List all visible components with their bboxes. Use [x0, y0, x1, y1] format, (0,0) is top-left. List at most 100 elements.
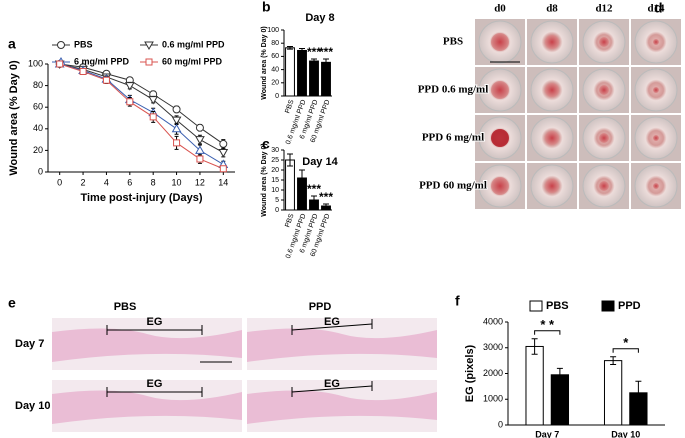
chart-title: Day 14	[302, 156, 338, 168]
panel-label: b	[262, 0, 271, 15]
y-axis-label: EG (pixels)	[464, 344, 476, 402]
error-bar	[635, 380, 642, 405]
marker	[171, 123, 182, 133]
marker	[124, 82, 135, 91]
y-tick-label: 2000	[483, 368, 503, 378]
series-line	[59, 63, 224, 165]
y-tick-label: 20	[271, 80, 279, 87]
y-tick-label: 40	[271, 66, 279, 73]
y-tick-label: 100	[267, 27, 279, 34]
wound	[545, 131, 559, 145]
eg-label: EG	[147, 316, 163, 328]
x-tick-label: PBS	[284, 99, 295, 115]
eg-label: EG	[147, 378, 163, 390]
error-bar	[299, 47, 305, 53]
wound	[545, 179, 559, 193]
chart: f EG (pixels) 0 1000 2000 3000 4000 Day 7 * * Day…	[455, 293, 665, 438]
bar	[603, 360, 623, 426]
marker	[219, 165, 227, 173]
marker	[79, 68, 87, 76]
y-tick-label: 40	[33, 123, 43, 133]
chart: a Wound area (% Day 0) 0 20 40 60 80 100 0 2 4 6 8 10…	[8, 36, 235, 204]
error-bar	[311, 195, 317, 205]
eg-bracket	[291, 385, 373, 393]
wound	[599, 85, 609, 95]
error-bar	[323, 58, 329, 67]
x-tick-label: 4	[104, 177, 109, 187]
row-label: PPD 6 mg/ml	[422, 132, 484, 144]
y-tick-label: 4000	[483, 316, 503, 326]
wound	[653, 87, 659, 93]
marker	[149, 113, 157, 121]
marker	[196, 155, 204, 163]
histology-panel: e PBS PPD Day 7 EG EG Day 10 EG EG	[8, 295, 437, 432]
x-tick-label: Day 10	[611, 429, 640, 438]
y-tick-label: 30	[271, 147, 279, 154]
row-label: Day 10	[15, 400, 50, 412]
series-line	[59, 63, 224, 170]
significance: ***	[307, 45, 321, 59]
y-tick-label: 20	[33, 145, 43, 155]
significance: ***	[319, 45, 333, 59]
y-tick-label: 0	[498, 419, 503, 429]
error-bar	[610, 356, 617, 365]
y-tick-label: 25	[271, 157, 279, 164]
marker	[172, 105, 181, 114]
y-tick-label: 3000	[483, 342, 503, 352]
legend-label: PBS	[546, 300, 569, 312]
row-label: PPD 60 mg/ml	[419, 180, 487, 192]
y-axis-label: Wound area (% Day 0)	[261, 26, 268, 99]
legend-label: 6 mg/ml PPD	[74, 56, 130, 66]
marker	[126, 98, 134, 106]
marker	[219, 139, 228, 148]
y-axis-label: Wound area (% Day 0)	[261, 143, 268, 216]
bar	[550, 374, 570, 426]
x-axis-label: Time post-injury (Days)	[80, 192, 202, 204]
significance: ***	[307, 182, 321, 196]
marker	[102, 76, 110, 84]
y-tick-label: 80	[271, 40, 279, 47]
x-tick-label: PBS	[284, 213, 295, 229]
marker	[148, 96, 159, 105]
panel-label: f	[455, 293, 460, 309]
y-tick-label: 0	[38, 166, 43, 176]
column-label: PBS	[114, 301, 137, 313]
eg-label: EG	[324, 316, 340, 328]
eg-label: EG	[324, 378, 340, 390]
eg-bracket	[291, 323, 373, 331]
error-bar	[311, 58, 317, 64]
y-tick-label: 60	[271, 53, 279, 60]
marker	[56, 60, 64, 68]
y-tick-label: 1000	[483, 394, 503, 404]
photo-panel: d d0 d8 d12 d14 PBS PPD 0.6 mg/ml PPD 6 mg/ml P…	[417, 0, 681, 209]
legend-marker	[144, 41, 154, 51]
y-tick-label: 15	[271, 177, 279, 184]
significance: * *	[540, 317, 555, 332]
series-line	[59, 63, 224, 145]
tissue	[247, 328, 437, 362]
tissue	[52, 390, 242, 424]
error-bar	[299, 169, 305, 187]
x-tick-label: 0	[57, 177, 62, 187]
row-label: PPD 0.6 mg/ml	[418, 84, 489, 96]
legend-label: 0.6 mg/ml PPD	[162, 39, 225, 49]
error-bar	[556, 367, 563, 382]
x-tick-label: 10	[172, 177, 182, 187]
tissue	[247, 390, 437, 424]
bar	[285, 159, 295, 211]
error-bar	[287, 153, 293, 167]
column-label: d8	[546, 3, 558, 15]
row-label: Day 7	[15, 338, 44, 350]
legend-marker	[145, 58, 153, 66]
wound	[545, 35, 559, 49]
significance-bracket	[534, 330, 561, 335]
legend-swatch	[529, 300, 543, 312]
x-tick-label: Day 7	[535, 429, 559, 438]
legend-label: 60 mg/ml PPD	[162, 56, 223, 66]
column-label: PPD	[309, 301, 332, 313]
panel-label: d	[654, 0, 663, 16]
wound	[653, 39, 659, 45]
bar	[309, 60, 319, 97]
chart: b Wound area (% Day 0) 0 20 40 60 80 100 Day 8 PB…	[261, 0, 335, 146]
